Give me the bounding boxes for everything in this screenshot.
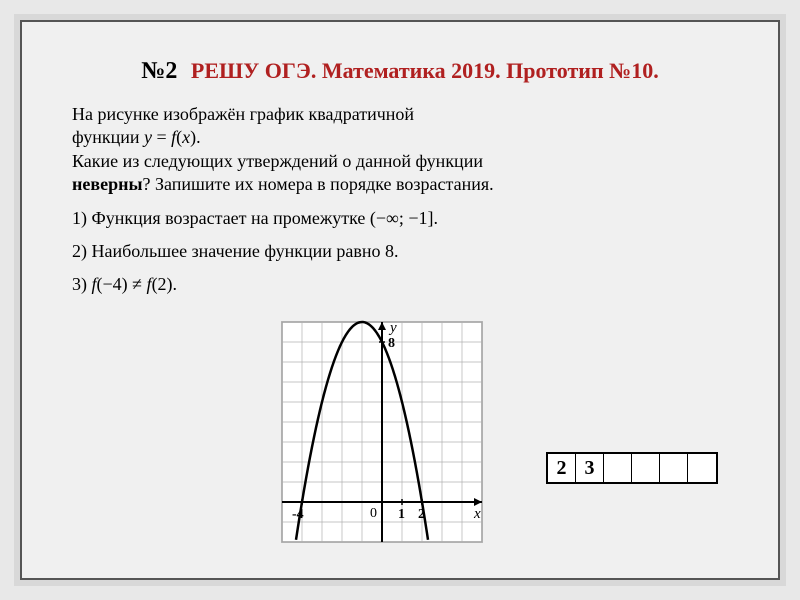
option-1: 1) Функция возрастает на промежутке (−∞;…	[72, 207, 738, 230]
svg-text:8: 8	[388, 336, 395, 351]
problem-number: №2	[141, 58, 177, 84]
problem-line: На рисунке изображён график квадратичной…	[72, 103, 738, 197]
slide: №2 РЕШУ ОГЭ. Математика 2019. Прототип №…	[20, 20, 780, 580]
svg-text:x: x	[473, 506, 481, 522]
answer-cell	[660, 454, 688, 482]
answer-boxes: 23	[546, 452, 718, 484]
answer-cell: 3	[576, 454, 604, 482]
option-2: 2) Наибольшее значение функции равно 8.	[72, 240, 738, 263]
answer-cell	[632, 454, 660, 482]
title-source: РЕШУ ОГЭ. Математика 2019. Прототип №10.	[191, 58, 659, 83]
answer-cell	[604, 454, 632, 482]
answer-cell	[688, 454, 716, 482]
answer-cell: 2	[548, 454, 576, 482]
svg-text:y: y	[388, 320, 397, 336]
svg-text:0: 0	[370, 506, 377, 521]
parabola-graph: yx0-4128	[272, 312, 492, 552]
graph: yx0-4128	[272, 312, 492, 552]
problem-text: На рисунке изображён график квадратичной…	[72, 103, 738, 297]
title: №2 РЕШУ ОГЭ. Математика 2019. Прототип №…	[62, 58, 738, 85]
option-3: 3) f(−4) ≠ f(2).	[72, 273, 738, 296]
svg-text:1: 1	[398, 507, 405, 522]
